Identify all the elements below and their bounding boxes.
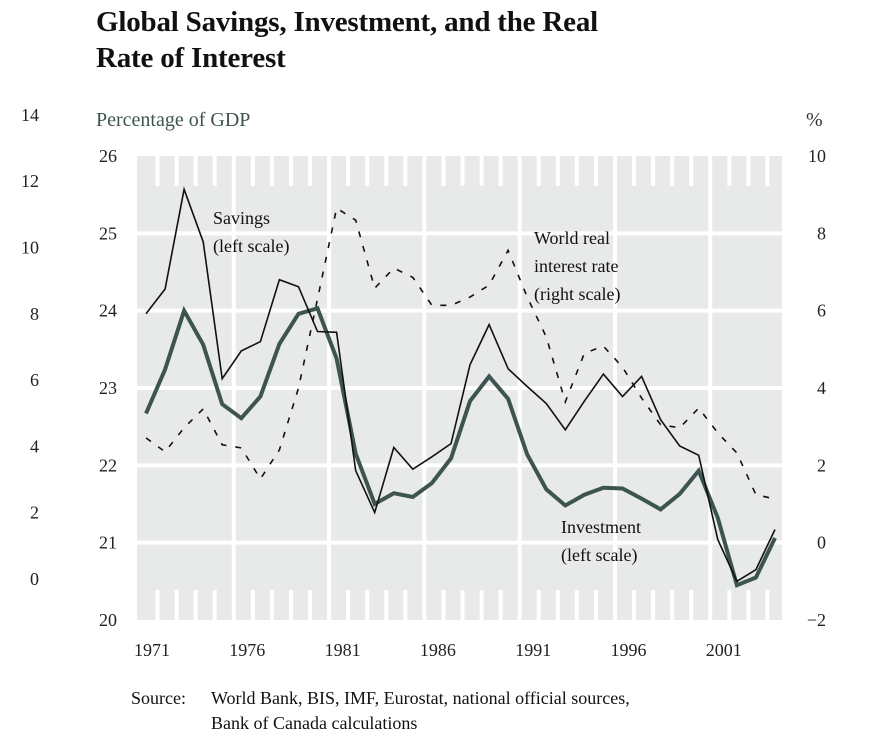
chart-title-line-1: Global Savings, Investment, and the Real — [96, 6, 598, 38]
annotation-savings: Savings — [213, 208, 270, 228]
series-lines — [144, 186, 777, 588]
x-axis-tick-label: 1976 — [229, 640, 265, 660]
right-axis-tick-label: 2 — [817, 455, 826, 475]
outer-left-tick-label: 8 — [30, 304, 39, 324]
x-axis-tick-label: 1971 — [134, 640, 170, 660]
annotation-investment: Investment — [561, 517, 641, 537]
x-axis-tick-label: 1996 — [611, 640, 647, 660]
x-axis-tick-label: 2001 — [706, 640, 742, 660]
outer-left-tick-label: 12 — [21, 171, 39, 191]
left-axis-tick-label: 24 — [99, 301, 117, 321]
left-axis-tick-label: 21 — [99, 533, 117, 553]
right-axis-tick-label: 6 — [817, 301, 826, 321]
annotation-world-real-interest-rate: interest rate — [534, 256, 618, 276]
source-note: Source: World Bank, BIS, IMF, Eurostat, n… — [131, 686, 630, 736]
outer-left-tick-label: 0 — [30, 569, 39, 589]
right-axis-unit-label: % — [806, 109, 823, 131]
x-axis-tick-label: 1986 — [420, 640, 456, 660]
outer-left-tick-label: 6 — [30, 370, 39, 390]
right-axis-tick-label: 8 — [817, 223, 826, 243]
right-axis-tick-label: 4 — [817, 378, 826, 398]
annotation-world-real-interest-rate: (right scale) — [534, 284, 620, 305]
left-axis-unit-label: Percentage of GDP — [96, 109, 251, 131]
chart-title: Global Savings, Investment, and the Real… — [96, 4, 598, 76]
world-real-interest-rate-line — [145, 206, 776, 500]
savings-line — [145, 186, 776, 583]
source-line-2: Bank of Canada calculations — [211, 713, 418, 733]
left-axis-tick-label: 22 — [99, 455, 117, 475]
outer-left-tick-label: 14 — [21, 105, 39, 125]
x-axis-tick-label: 1991 — [515, 640, 551, 660]
left-axis-tick-label: 20 — [99, 610, 117, 630]
outer-left-tick-label: 4 — [30, 436, 39, 456]
left-axis-tick-label: 23 — [99, 378, 117, 398]
source-line-1: World Bank, BIS, IMF, Eurostat, national… — [211, 688, 630, 708]
right-axis-tick-label: −2 — [807, 610, 826, 630]
left-axis-tick-label: 25 — [99, 223, 117, 243]
annotation-world-real-interest-rate: World real — [534, 228, 610, 248]
chart-title-line-2: Rate of Interest — [96, 42, 286, 74]
tick-marks — [155, 156, 770, 620]
annotations: Savings (left scale) World real interest ra… — [213, 208, 641, 566]
investment-line — [144, 305, 777, 588]
annotation-savings: (left scale) — [213, 236, 289, 257]
left-axis-tick-label: 26 — [99, 146, 117, 166]
source-label: Source: — [131, 688, 186, 708]
right-axis-tick-label: 0 — [817, 533, 826, 553]
outer-left-tick-label: 10 — [21, 238, 39, 258]
annotation-investment: (left scale) — [561, 545, 637, 566]
outer-left-tick-label: 2 — [30, 503, 39, 523]
x-axis-tick-label: 1981 — [325, 640, 361, 660]
right-axis-tick-label: 10 — [808, 146, 826, 166]
